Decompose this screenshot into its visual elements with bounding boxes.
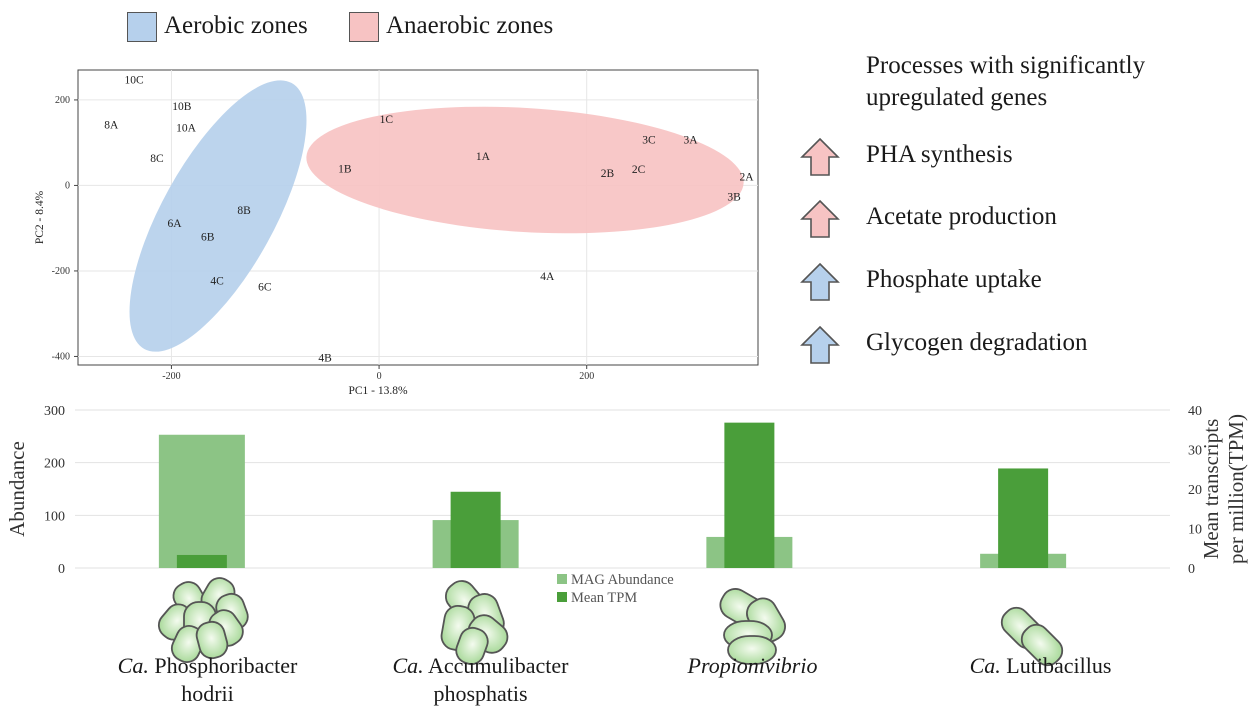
- sample-point-label: 4A: [540, 271, 555, 283]
- sample-point-label: 8A: [104, 120, 119, 132]
- confidence-ellipse: [306, 106, 744, 234]
- processes-title: Processes with significantly upregulated…: [866, 52, 1146, 111]
- right-axis-title-line2: per million(TPM): [1224, 414, 1248, 564]
- tpm-bar: [450, 491, 501, 568]
- organism-genus: Propionivibrio: [687, 653, 818, 678]
- right-tick-label: 20: [1188, 483, 1202, 498]
- confidence-ellipse: [129, 80, 307, 352]
- anaerobic-legend-label: Anaerobic zones: [386, 12, 554, 39]
- sample-point-label: 1C: [380, 114, 394, 126]
- bar-chart: 0 100 200 300 0 10 20 30 40 Abundance Mean transcr…: [5, 404, 1248, 606]
- organism-species: phosphatis: [433, 681, 528, 706]
- y-tick-label: 200: [55, 95, 70, 106]
- right-tick-label: 0: [1188, 562, 1195, 577]
- organism-name-accumulibacter: Ca. Accumulibacter phosphatis: [368, 652, 593, 708]
- up-arrow-icon: [800, 262, 840, 301]
- pca-plot: -200 0 200 200 0 -200 -400 10C 10B 8A 10A 8C 8B 6A 6B 4…: [34, 69, 759, 397]
- sample-point-label: 3A: [683, 134, 698, 146]
- left-tick-label: 300: [44, 404, 65, 419]
- process-label: Phosphate uptake: [866, 266, 1042, 293]
- sample-point-label: 1B: [338, 163, 352, 175]
- aerobic-legend-label: Aerobic zones: [164, 12, 308, 39]
- right-tick-label: 30: [1188, 444, 1202, 459]
- right-tick-label: 40: [1188, 404, 1202, 419]
- organism-species: hodrii: [181, 681, 234, 706]
- cell-cluster-2: [719, 588, 786, 665]
- sample-point-label: 8C: [150, 153, 164, 165]
- cell-illustrations: [157, 577, 1064, 667]
- organism-genus: Phosphoribacter: [154, 653, 298, 678]
- sample-point-label: 6B: [201, 232, 215, 244]
- process-label: Acetate production: [866, 203, 1057, 230]
- legend-swatch-abundance: [557, 574, 567, 584]
- organism-name-propionivibrio: Propionivibrio: [640, 652, 865, 680]
- tpm-bar: [176, 554, 227, 568]
- x-axis-title: PC1 - 13.8%: [348, 385, 408, 397]
- sample-point-label: 3B: [727, 192, 741, 204]
- sample-point-label: 8B: [237, 205, 251, 217]
- left-axis-title: Abundance: [5, 441, 29, 537]
- bacterial-cell: [195, 620, 229, 660]
- sample-point-label: 2C: [632, 164, 646, 176]
- organism-name-phosphoribacter: Ca. Phosphoribacter hodrii: [95, 652, 320, 708]
- up-arrow-icon: [800, 325, 840, 364]
- legend-swatch-tpm: [557, 592, 567, 602]
- up-arrow-icon: [800, 137, 840, 176]
- tpm-bar: [998, 468, 1049, 568]
- sample-point-label: 4C: [210, 275, 224, 287]
- sample-point-label: 2B: [601, 168, 615, 180]
- y-axis-title: PC2 - 8.4%: [34, 190, 46, 244]
- y-tick-label: 0: [65, 180, 70, 191]
- y-tick-label: -200: [52, 266, 70, 277]
- bacterial-cell: [1020, 623, 1064, 667]
- sample-point-label: 1A: [476, 151, 491, 163]
- right-axis-title-line1: Mean transcripts: [1199, 419, 1223, 560]
- bacterial-cell: [455, 626, 489, 666]
- aerobic-legend-swatch: [127, 12, 157, 42]
- anaerobic-legend-swatch: [349, 12, 379, 42]
- process-label: Glycogen degradation: [866, 329, 1088, 356]
- sample-point-label: 3C: [642, 134, 656, 146]
- sample-point-label: 2A: [740, 171, 755, 183]
- sample-point-label: 10A: [176, 123, 197, 135]
- cell-cluster-3: [1000, 606, 1064, 667]
- process-label: PHA synthesis: [866, 141, 1013, 168]
- cell-cluster-1: [440, 580, 509, 666]
- organism-prefix: Ca.: [117, 653, 149, 678]
- x-tick-label: -200: [162, 371, 180, 382]
- sample-point-label: 4B: [318, 353, 332, 365]
- organism-prefix: Ca.: [969, 653, 1001, 678]
- organism-genus: Accumulibacter: [427, 653, 569, 678]
- legend-label-tpm: Mean TPM: [571, 590, 637, 606]
- left-tick-label: 200: [44, 457, 65, 472]
- x-tick-label: 0: [377, 371, 382, 382]
- right-tick-label: 10: [1188, 523, 1202, 538]
- x-tick-label: 200: [579, 371, 594, 382]
- y-tick-label: -400: [52, 351, 70, 362]
- sample-point-label: 6C: [258, 281, 272, 293]
- sample-point-label: 10B: [172, 101, 192, 113]
- organism-genus: Lutibacillus: [1006, 653, 1112, 678]
- bacterial-cell: [727, 635, 777, 665]
- organism-prefix: Ca.: [392, 653, 424, 678]
- sample-point-label: 6A: [168, 218, 183, 230]
- organism-name-lutibacillus: Ca. Lutibacillus: [928, 652, 1153, 680]
- abundance-bar: [158, 434, 245, 568]
- left-tick-label: 0: [58, 562, 65, 577]
- legend-label-abundance: MAG Abundance: [571, 572, 674, 588]
- up-arrow-icon: [800, 199, 840, 238]
- sample-point-label: 10C: [124, 74, 144, 86]
- left-tick-label: 100: [44, 509, 65, 524]
- cell-cluster-0: [157, 577, 249, 663]
- tpm-bar: [724, 422, 775, 568]
